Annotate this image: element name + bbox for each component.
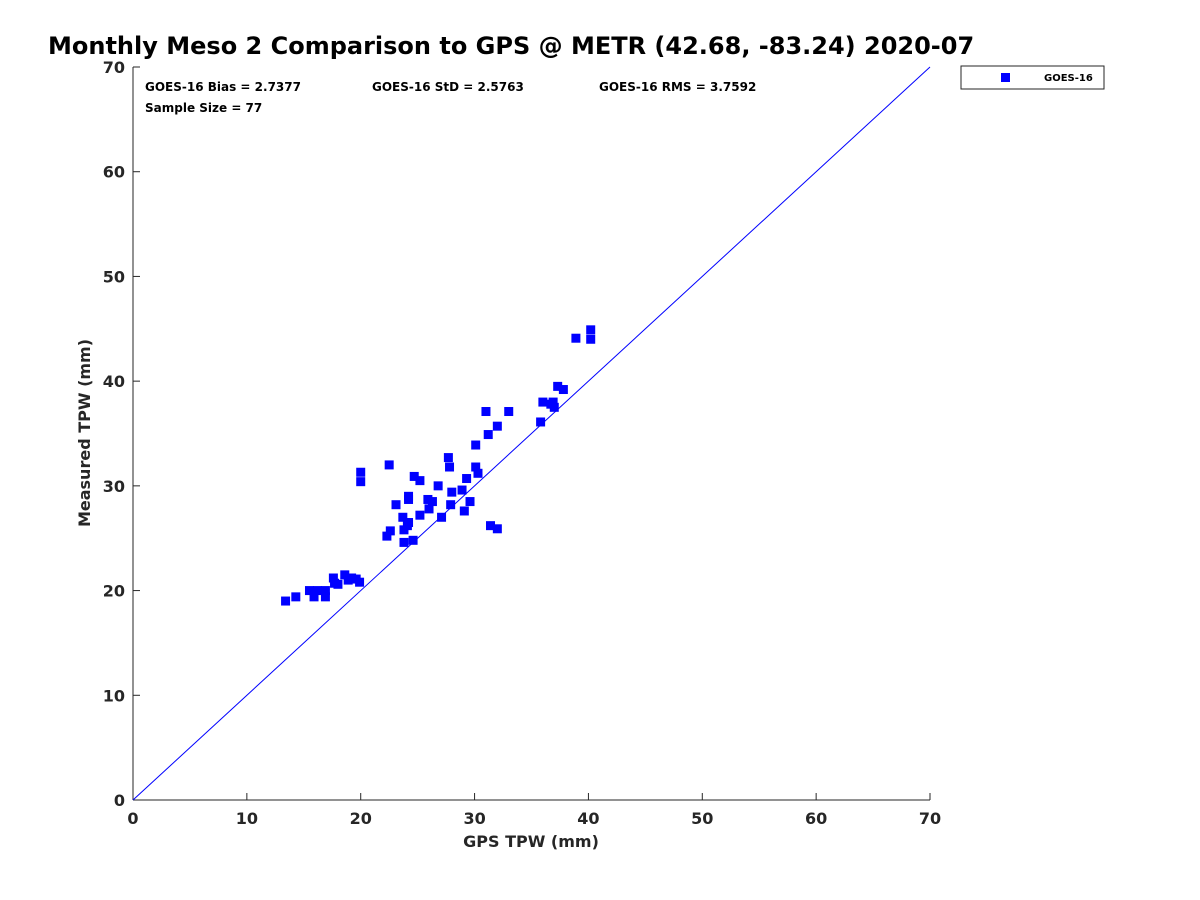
data-point xyxy=(391,500,401,510)
data-point xyxy=(309,592,319,602)
y-tick-label: 30 xyxy=(103,477,125,496)
data-point xyxy=(471,440,481,450)
data-point xyxy=(447,487,457,497)
bias-stat: GOES-16 Bias = 2.7377 xyxy=(145,80,301,94)
x-tick-label: 20 xyxy=(350,809,372,828)
data-point xyxy=(355,577,365,587)
legend: GOES-16 xyxy=(960,65,1105,90)
data-point xyxy=(340,570,350,580)
x-tick-label: 60 xyxy=(805,809,827,828)
x-axis-label: GPS TPW (mm) xyxy=(463,832,599,851)
data-point xyxy=(492,524,502,534)
data-point xyxy=(586,334,596,344)
data-point xyxy=(549,402,559,412)
legend-box xyxy=(960,65,1105,90)
data-point xyxy=(462,474,472,484)
data-point xyxy=(356,477,366,487)
x-tick-label: 30 xyxy=(463,809,485,828)
y-tick-label: 60 xyxy=(103,163,125,182)
data-point xyxy=(571,333,581,343)
data-points xyxy=(281,325,596,606)
data-point xyxy=(538,397,548,407)
data-point xyxy=(424,504,434,514)
chart-title: Monthly Meso 2 Comparison to GPS @ METR … xyxy=(48,32,974,60)
std-stat: GOES-16 StD = 2.5763 xyxy=(372,80,524,94)
y-ticks: 0 10 20 30 40 50 60 70 xyxy=(103,58,140,810)
y-tick-label: 50 xyxy=(103,267,125,286)
data-point xyxy=(304,586,314,596)
data-point xyxy=(320,586,330,596)
data-point xyxy=(404,518,414,528)
data-point xyxy=(548,397,558,407)
rms-stat: GOES-16 RMS = 3.7592 xyxy=(599,80,756,94)
data-point xyxy=(486,521,496,531)
one-to-one-reference-line xyxy=(132,66,931,801)
data-point xyxy=(558,385,568,395)
data-point xyxy=(281,596,291,606)
data-point xyxy=(328,573,338,583)
data-point xyxy=(459,506,469,516)
data-point xyxy=(385,526,395,536)
data-point xyxy=(415,476,425,486)
data-point xyxy=(481,407,491,417)
x-tick-label: 50 xyxy=(691,809,713,828)
data-point xyxy=(586,325,596,335)
data-point xyxy=(443,453,453,463)
x-tick-label: 0 xyxy=(127,809,138,828)
y-tick-label: 10 xyxy=(103,686,125,705)
data-point xyxy=(333,579,343,589)
y-axis-label: Measured TPW (mm) xyxy=(75,339,94,527)
plot-area: 0 10 20 30 40 50 60 70 0 10 20 30 40 50 60 70 xyxy=(103,58,941,828)
x-ticks: 0 10 20 30 40 50 60 70 xyxy=(127,793,941,828)
legend-marker xyxy=(1001,73,1010,82)
legend-entry-goes-16: GOES-16 xyxy=(1044,73,1093,84)
data-point xyxy=(423,494,433,504)
data-point xyxy=(433,481,443,491)
sample-size-stat: Sample Size = 77 xyxy=(145,101,262,115)
data-point xyxy=(445,462,455,472)
data-point xyxy=(382,531,392,541)
y-tick-label: 70 xyxy=(103,58,125,77)
data-point xyxy=(536,417,546,427)
data-point xyxy=(347,573,357,583)
data-point xyxy=(356,467,366,477)
x-tick-label: 70 xyxy=(919,809,941,828)
data-point xyxy=(415,510,425,520)
data-point xyxy=(553,381,563,391)
data-point xyxy=(504,407,514,417)
x-tick-label: 40 xyxy=(577,809,599,828)
y-tick-label: 0 xyxy=(114,791,125,810)
data-point xyxy=(408,535,418,545)
data-point xyxy=(404,494,414,504)
data-point xyxy=(465,497,475,507)
data-point xyxy=(457,485,467,495)
y-tick-label: 40 xyxy=(103,372,125,391)
x-tick-label: 10 xyxy=(236,809,258,828)
data-point xyxy=(398,512,408,522)
data-point xyxy=(473,468,483,478)
data-point xyxy=(409,471,419,481)
data-point xyxy=(399,537,409,547)
y-tick-label: 20 xyxy=(103,582,125,601)
data-point xyxy=(384,460,394,470)
data-point xyxy=(492,421,502,431)
data-point xyxy=(483,430,493,440)
data-point xyxy=(320,592,330,602)
data-point xyxy=(291,592,301,602)
data-point xyxy=(437,512,447,522)
data-point xyxy=(312,586,322,596)
data-point xyxy=(446,500,456,510)
data-point xyxy=(427,497,437,507)
data-point xyxy=(471,462,481,472)
